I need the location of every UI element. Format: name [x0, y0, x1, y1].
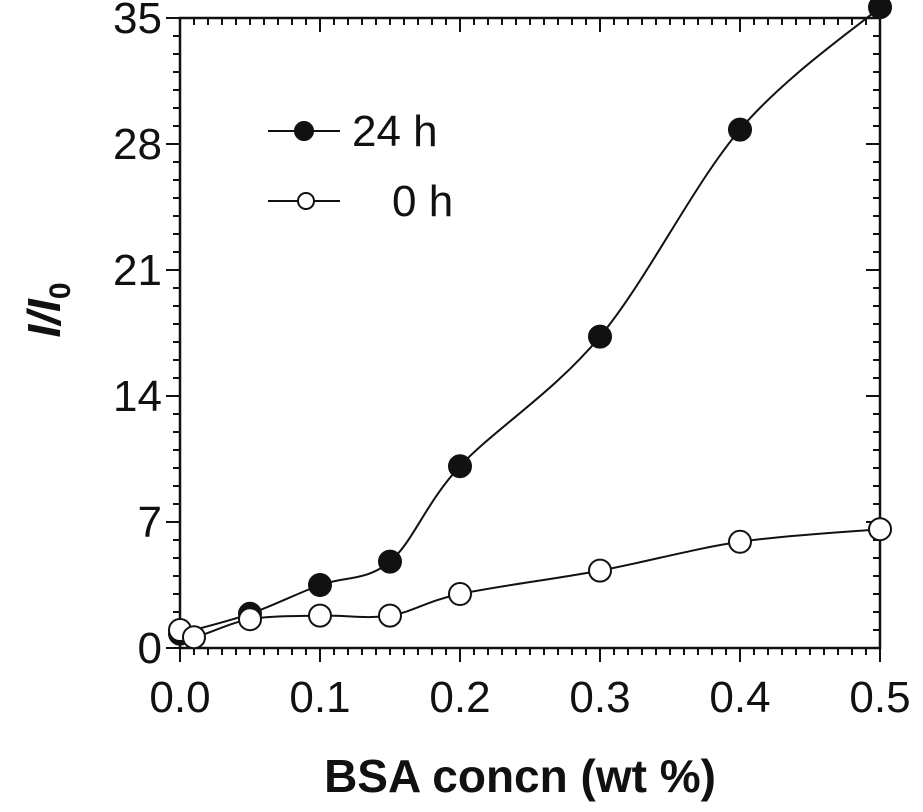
- plot-frame: [178, 16, 882, 650]
- tick-marks: [166, 17, 881, 662]
- x-axis-title: BSA concn (wt %): [324, 750, 716, 802]
- point-24h-7: [868, 0, 892, 20]
- y-axis-title: I/I0: [18, 282, 77, 337]
- point-0h-7: [728, 529, 752, 554]
- x-tick-label: 0.3: [569, 673, 630, 722]
- x-tick-label: 0.5: [849, 673, 910, 722]
- legend-marker-0h: [297, 192, 315, 210]
- point-24h-3: [378, 549, 402, 574]
- point-24h-4: [448, 454, 472, 479]
- series-line-0: [179, 6, 881, 635]
- point-24h-5: [588, 324, 612, 349]
- point-0h-6: [588, 558, 612, 583]
- y-tick-label: 21: [113, 246, 162, 295]
- x-tick-label: 0.1: [289, 673, 350, 722]
- point-0h-1: [182, 625, 206, 650]
- x-tick-label: 0.4: [709, 673, 770, 722]
- point-24h-2: [308, 573, 332, 597]
- y-tick-label: 35: [113, 0, 162, 43]
- point-0h-8: [868, 517, 892, 542]
- y-axis-title-main: I/I: [18, 298, 70, 338]
- y-tick-label: 7: [138, 498, 162, 547]
- point-0h-2: [238, 607, 262, 632]
- legend-label-0h: 0 h: [392, 177, 453, 226]
- series-lines: [179, 6, 881, 639]
- data-markers: [168, 0, 892, 650]
- legend-label-24h: 24 h: [352, 107, 438, 156]
- legend: 24 h 0 h: [268, 107, 453, 226]
- y-tick-label: 28: [113, 120, 162, 169]
- point-0h-5: [448, 582, 472, 606]
- series-line-1: [179, 528, 881, 639]
- y-tick-label: 0: [138, 624, 162, 673]
- y-axis-title-sub: 0: [44, 282, 77, 299]
- tick-labels: 0.0 0.1 0.2 0.3 0.4 0.5 0 7 14 21 28 35: [113, 0, 911, 722]
- y-tick-label: 14: [113, 372, 162, 421]
- x-tick-label: 0.0: [149, 673, 210, 722]
- x-tick-label: 0.2: [429, 673, 490, 722]
- legend-marker-24h: [294, 121, 314, 141]
- point-0h-4: [378, 603, 402, 628]
- point-24h-6: [728, 117, 752, 142]
- point-0h-3: [308, 603, 332, 628]
